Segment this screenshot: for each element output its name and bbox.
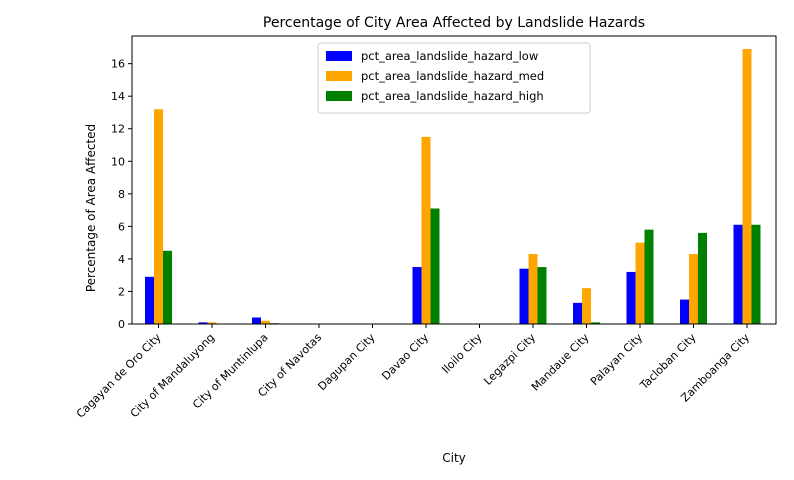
y-tick-label: 14 [111,90,125,103]
bar-high [698,232,707,324]
bar-med [421,136,431,324]
y-tick-label: 12 [111,123,125,136]
x-tick-label: Davao City [379,331,431,383]
x-tick-label: Iloilo City [439,331,485,377]
legend-label: pct_area_landslide_hazard_med [361,69,544,83]
legend-label: pct_area_landslide_hazard_high [361,89,544,103]
bar-high [430,208,440,324]
bar-low [573,302,582,324]
y-tick-label: 2 [118,285,125,298]
x-tick-label: Cagayan de Oro City [74,331,164,421]
y-tick-label: 0 [118,318,125,331]
y-tick-label: 8 [118,188,125,201]
x-axis-label: City [442,451,466,465]
bar-med [742,49,752,325]
bar-low [252,317,261,324]
bar-high [163,250,172,324]
legend-swatch [326,51,352,61]
bar-high [591,322,600,324]
bar-low [412,267,422,324]
bar-high [644,229,654,324]
bar-low [519,268,529,324]
y-tick-label: 4 [118,253,125,266]
y-axis-label: Percentage of Area Affected [84,124,98,292]
y-tick-label: 10 [111,155,125,168]
bar-low [733,224,743,324]
legend-swatch [326,91,352,101]
x-tick-label: Dagupan City [315,331,378,394]
bar-low [145,276,154,324]
bar-high [751,224,761,324]
bar-low [626,271,636,324]
bar-high [537,267,547,324]
x-tick-label: Legazpi City [481,331,538,388]
x-tick-label: Mandaue City [529,331,592,394]
legend: pct_area_landslide_hazard_low pct_area_la… [317,42,591,114]
plot-frame [131,35,777,325]
bar-med [635,242,645,324]
y-axis: 0 2 4 6 8 10 12 14 16 [111,58,132,331]
x-tick-label: Palayan City [588,331,646,389]
chart-title: Percentage of City Area Affected by Land… [263,15,645,31]
bars-group [145,49,761,325]
bar-med [528,254,538,324]
bar-med [154,109,163,324]
legend-box [317,42,591,114]
bar-med [261,320,270,324]
legend-swatch [326,71,352,81]
legend-label: pct_area_landslide_hazard_low [361,49,538,63]
y-tick-label: 6 [118,220,125,233]
y-tick-label: 16 [111,58,125,71]
bar-med [689,254,698,324]
bar-low [680,299,689,324]
bar-low [198,322,208,324]
bar-med [582,288,591,324]
bar-med [207,322,217,324]
